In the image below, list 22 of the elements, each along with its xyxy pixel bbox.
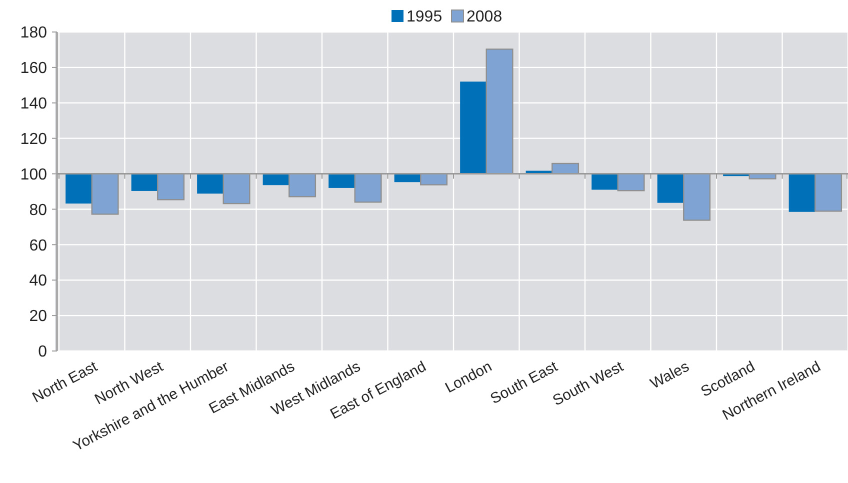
bar — [328, 174, 355, 188]
y-tick-label: 120 — [20, 130, 48, 148]
bar — [657, 174, 684, 203]
bar — [788, 174, 816, 212]
y-tick-label: 160 — [20, 60, 48, 78]
legend-label: 2008 — [466, 8, 502, 26]
bar — [197, 174, 224, 194]
y-tick-label: 40 — [29, 272, 48, 290]
y-tick-label: 60 — [29, 237, 48, 254]
bar — [460, 82, 486, 174]
bar — [262, 174, 290, 186]
bar — [131, 174, 158, 191]
y-tick-label: 100 — [20, 166, 48, 184]
bar — [592, 174, 618, 190]
x-tick-label: Wales — [648, 358, 692, 392]
y-tick-label: 20 — [29, 308, 48, 326]
y-tick-label: 0 — [38, 344, 48, 361]
bar — [66, 174, 92, 204]
y-tick-label: 80 — [29, 202, 48, 219]
legend-label: 1995 — [406, 8, 442, 26]
y-tick-label: 180 — [20, 24, 48, 42]
y-tick-label: 140 — [20, 95, 48, 112]
